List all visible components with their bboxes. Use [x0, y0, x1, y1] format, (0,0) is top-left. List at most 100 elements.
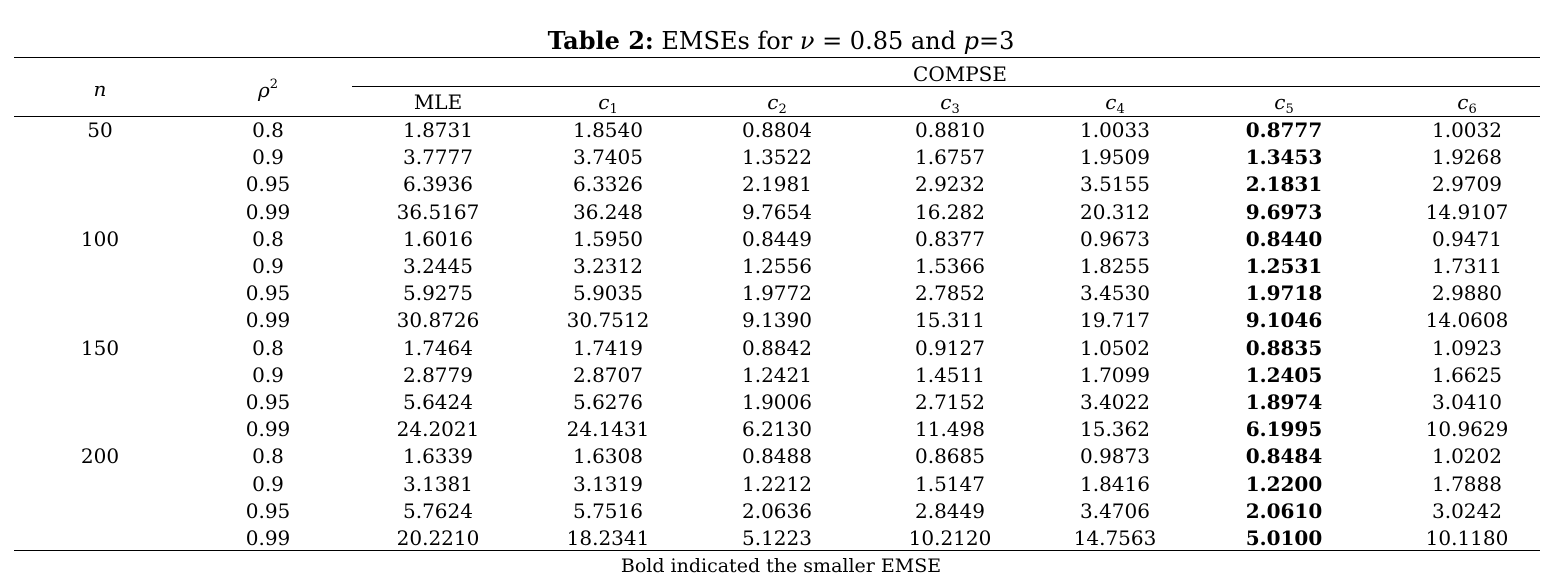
- p-symbol: p: [963, 27, 980, 55]
- cell-c3: 2.7152: [915, 390, 985, 414]
- column-header-symbol: c: [598, 90, 610, 114]
- column-header-c5: c5: [1209, 90, 1359, 117]
- cell-rho-squared: 0.99: [245, 308, 291, 333]
- cell-n: 150: [80, 335, 120, 360]
- cell-c6: 14.9107: [1425, 199, 1509, 224]
- cell-mle: 1.7464: [403, 335, 473, 360]
- cell-rho-squared: 0.8: [252, 118, 284, 142]
- cell-c4: 1.0502: [1080, 335, 1150, 360]
- table-caption: Table 2: EMSEs for ν = 0.85 and p=3: [0, 26, 1562, 56]
- cell-rho-squared: 0.99: [245, 199, 291, 224]
- cell-c6: 1.0202: [1432, 444, 1502, 469]
- cell-c2: 6.2130: [742, 417, 812, 442]
- cell-mle: 3.7777: [403, 145, 473, 170]
- cell-c1: 5.7516: [573, 498, 643, 523]
- column-header-subscript: 5: [1285, 102, 1294, 117]
- cell-mle: 36.5167: [396, 199, 480, 224]
- cell-mle: 1.6339: [403, 444, 473, 469]
- cell-c3: 10.2120: [908, 526, 992, 550]
- cell-c6: 3.0242: [1432, 498, 1502, 523]
- cell-rho-squared: 0.99: [245, 526, 291, 550]
- cell-c2: 2.1981: [742, 172, 812, 197]
- cell-c2: 1.9006: [742, 390, 812, 414]
- column-header-c6: c6: [1392, 90, 1542, 116]
- caption-text: EMSEs for: [653, 27, 800, 55]
- cell-c5: 2.1831: [1245, 172, 1323, 197]
- cell-rho-squared: 0.9: [252, 362, 284, 387]
- cell-c6: 1.6625: [1432, 362, 1502, 387]
- cell-mle: 5.9275: [403, 281, 473, 306]
- cell-c6: 1.7311: [1432, 254, 1502, 278]
- cell-rho-squared: 0.8: [252, 444, 284, 469]
- cell-c5: 1.2405: [1245, 362, 1323, 387]
- cell-c4: 3.4022: [1080, 390, 1150, 414]
- cell-c2: 9.1390: [742, 308, 812, 333]
- cell-c1: 1.8540: [573, 118, 643, 142]
- cell-rho-squared: 0.95: [245, 172, 291, 197]
- cell-c6: 0.9471: [1432, 226, 1502, 251]
- column-header-subscript: 3: [951, 102, 960, 117]
- cell-c5: 6.1995: [1245, 417, 1323, 442]
- header-rho-squared: ρ2: [228, 78, 308, 102]
- cell-c4: 20.312: [1080, 199, 1150, 224]
- table-footnote: Bold indicated the smaller EMSE: [620, 555, 942, 577]
- group-rule: [352, 86, 1540, 87]
- cell-c3: 0.8685: [915, 444, 985, 469]
- cell-rho-squared: 0.95: [245, 498, 291, 523]
- cell-c2: 5.1223: [742, 526, 812, 550]
- cell-c3: 16.282: [915, 199, 985, 224]
- header-rule: [14, 116, 1540, 117]
- cell-mle: 1.6016: [403, 226, 473, 251]
- cell-rho-squared: 0.9: [252, 471, 284, 496]
- cell-c5: 0.8777: [1245, 118, 1323, 142]
- cell-c4: 1.9509: [1080, 145, 1150, 170]
- header-n: n: [93, 77, 107, 101]
- cell-c1: 6.3326: [573, 172, 643, 197]
- cell-c1: 1.5950: [573, 226, 643, 251]
- cell-c6: 1.0032: [1432, 118, 1502, 142]
- cell-rho-squared: 0.95: [245, 281, 291, 306]
- column-header-c2: c2: [702, 90, 852, 116]
- nu-symbol: ν: [799, 27, 815, 55]
- column-header-mle: MLE: [413, 90, 463, 114]
- cell-mle: 20.2210: [396, 526, 480, 550]
- cell-c1: 5.6276: [573, 390, 643, 414]
- cell-c3: 2.7852: [915, 281, 985, 306]
- cell-c1: 18.2341: [566, 526, 650, 550]
- rho-exponent: 2: [269, 77, 279, 92]
- cell-c4: 0.9673: [1080, 226, 1150, 251]
- cell-rho-squared: 0.8: [252, 226, 284, 251]
- cell-c1: 24.1431: [566, 417, 650, 442]
- cell-c1: 3.1319: [573, 471, 643, 496]
- cell-c5: 1.9718: [1245, 281, 1323, 306]
- cell-c2: 2.0636: [742, 498, 812, 523]
- cell-mle: 3.1381: [403, 471, 473, 496]
- cell-c4: 1.8255: [1080, 254, 1150, 278]
- table-label: Table 2:: [547, 26, 654, 55]
- cell-c5: 1.2531: [1245, 254, 1323, 278]
- cell-c3: 1.4511: [915, 362, 985, 387]
- cell-c2: 0.8842: [742, 335, 812, 360]
- cell-c4: 0.9873: [1080, 444, 1150, 469]
- cell-c1: 36.248: [573, 199, 643, 224]
- cell-c6: 1.9268: [1432, 145, 1502, 170]
- bottom-rule: [14, 550, 1540, 551]
- column-header-c3: c3: [875, 90, 1025, 117]
- cell-mle: 5.7624: [403, 498, 473, 523]
- cell-c6: 2.9880: [1432, 281, 1502, 306]
- cell-c6: 14.0608: [1425, 308, 1509, 333]
- cell-c5: 0.8440: [1245, 226, 1323, 251]
- cell-c5: 1.2200: [1245, 471, 1323, 496]
- cell-c4: 1.7099: [1080, 362, 1150, 387]
- rho-symbol: ρ: [257, 78, 270, 102]
- cell-c5: 9.1046: [1245, 308, 1323, 333]
- cell-n: 100: [80, 226, 120, 251]
- cell-mle: 30.8726: [396, 308, 480, 333]
- cell-c3: 1.6757: [915, 145, 985, 170]
- cell-c3: 0.9127: [915, 335, 985, 360]
- cell-mle: 3.2445: [403, 254, 473, 278]
- cell-c3: 2.8449: [915, 498, 985, 523]
- cell-mle: 6.3936: [403, 172, 473, 197]
- column-header-symbol: c: [767, 90, 779, 114]
